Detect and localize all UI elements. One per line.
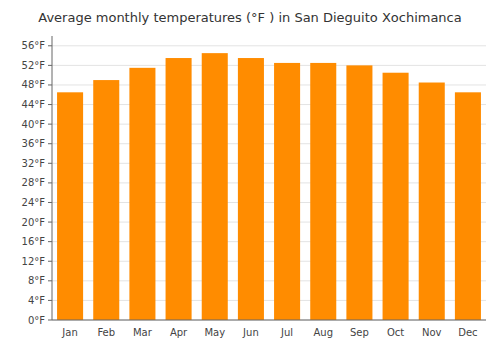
x-axis-line (52, 320, 486, 321)
bar (310, 63, 336, 320)
tick-mark (48, 124, 52, 125)
category-label: Mar (133, 327, 153, 338)
x-axis: Jan Feb Mar Apr May Jun Jul Aug Sep Oct Nov Dec (52, 320, 486, 338)
tick-label: 40°F (22, 119, 46, 130)
tick-label: 36°F (22, 138, 46, 149)
tick-mark (48, 300, 52, 301)
tick-label: 4°F (28, 295, 45, 306)
tick-label: 12°F (22, 256, 46, 267)
tick-mark (48, 320, 52, 321)
tick-mark (48, 163, 52, 164)
bar (57, 92, 83, 320)
category-label: May (204, 327, 225, 338)
bar (202, 53, 228, 320)
tick-mark (48, 104, 52, 105)
tick-mark (48, 143, 52, 144)
tick-mark (48, 202, 52, 203)
tick-label: 44°F (22, 99, 46, 110)
tick-mark (48, 261, 52, 262)
tick-label: 20°F (22, 217, 46, 228)
tick-label: 8°F (28, 275, 45, 286)
tick-label: 32°F (22, 158, 46, 169)
tick-mark (48, 222, 52, 223)
y-axis-line (52, 36, 53, 320)
tick-label: 52°F (22, 60, 46, 71)
category-label: Dec (458, 327, 477, 338)
bar (274, 63, 300, 320)
category-label: Apr (170, 327, 188, 338)
tick-label: 28°F (22, 177, 46, 188)
bar (129, 68, 155, 320)
bar (166, 58, 192, 320)
bar (383, 73, 409, 320)
tick-mark (48, 241, 52, 242)
tick-mark (48, 182, 52, 183)
bar (346, 65, 372, 320)
bar (238, 58, 264, 320)
category-label: Feb (97, 327, 115, 338)
tick-mark (48, 45, 52, 46)
tick-mark (48, 65, 52, 66)
tick-label: 0°F (28, 315, 45, 326)
category-label: Jan (61, 327, 77, 338)
category-label: Sep (350, 327, 369, 338)
tick-mark (48, 84, 52, 85)
bars (57, 53, 481, 320)
category-label: Nov (422, 327, 442, 338)
tick-label: 24°F (22, 197, 46, 208)
page: {"chart_data": {"type": "bar", "title": … (0, 0, 500, 350)
grid-line (52, 65, 486, 66)
tick-label: 48°F (22, 79, 46, 90)
category-label: Aug (313, 327, 333, 338)
y-axis: 0°F 4°F 8°F 12°F 16°F 20°F 24°F 28°F 32°F 36°F 40°… (22, 36, 52, 326)
y-grid (52, 46, 486, 320)
bar (419, 83, 445, 320)
bar (93, 80, 119, 320)
bar (455, 92, 481, 320)
category-label: Jun (242, 327, 259, 338)
tick-label: 56°F (22, 40, 46, 51)
category-label: Jul (280, 327, 293, 338)
chart-container: Average monthly temperatures (°F ) in Sa… (0, 0, 500, 350)
chart: Average monthly temperatures (°F ) in Sa… (0, 0, 500, 350)
tick-label: 16°F (22, 236, 46, 247)
grid-line (52, 45, 486, 46)
grid-line (52, 320, 486, 321)
title: Average monthly temperatures (°F ) in Sa… (38, 10, 461, 25)
tick-mark (48, 280, 52, 281)
category-label: Oct (387, 327, 404, 338)
